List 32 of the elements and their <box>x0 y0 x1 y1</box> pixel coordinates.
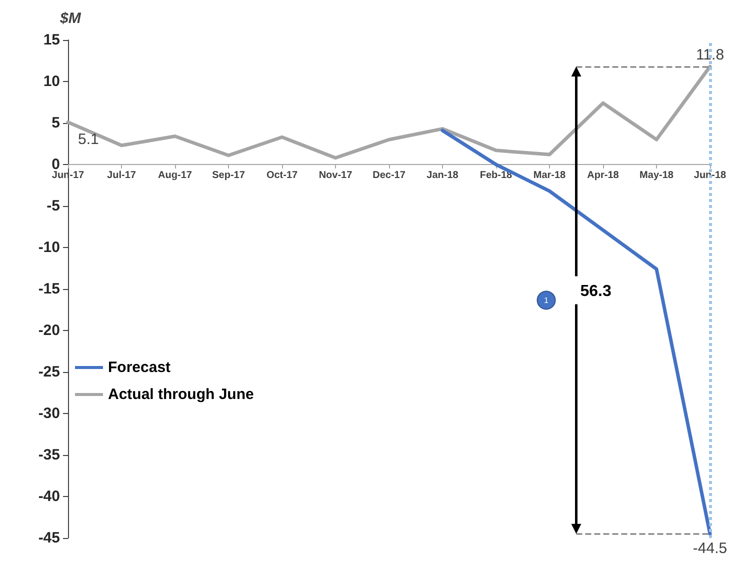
numbered-circle-icon: 1 <box>536 290 556 310</box>
x-tick-label: Jan-18 <box>426 170 459 181</box>
x-tick-label: Apr-18 <box>587 170 620 181</box>
y-tick-label: -10 <box>38 239 60 256</box>
x-tick-label: Nov-17 <box>318 170 353 181</box>
annotation: 11.8 <box>696 46 724 64</box>
y-axis-title: $M <box>59 10 82 27</box>
y-tick-label: 10 <box>43 73 60 90</box>
y-tick-label: -30 <box>38 405 60 422</box>
y-tick-label: -5 <box>46 198 60 214</box>
annotation: -44.5 <box>692 540 728 557</box>
y-tick-label: -25 <box>38 364 60 380</box>
annotation: 56.3 <box>580 283 612 300</box>
legend-label: Forecast <box>108 359 171 376</box>
line-series <box>66 64 712 160</box>
legend-label: Actual through June <box>108 386 254 403</box>
x-tick-label: Jul-17 <box>107 170 136 181</box>
x-tick-label: Mar-18 <box>533 170 566 181</box>
x-tick-label: Dec-17 <box>372 170 406 181</box>
annotation: 5.1 <box>78 131 99 148</box>
x-tick-label: Oct-17 <box>266 170 298 181</box>
y-tick-label: -15 <box>38 280 60 298</box>
x-tick-label: Aug-17 <box>158 170 192 181</box>
y-tick-label: 5 <box>52 114 60 132</box>
x-tick-label: Sep-17 <box>212 170 246 181</box>
y-tick-label: -20 <box>38 322 60 339</box>
y-tick-label: -35 <box>38 446 60 464</box>
y-tick-label: -45 <box>38 530 60 546</box>
y-tick-label: 15 <box>43 32 60 48</box>
annotation: 1 <box>544 296 550 306</box>
y-tick-label: -40 <box>38 488 60 505</box>
x-tick-label: May-18 <box>640 170 674 181</box>
